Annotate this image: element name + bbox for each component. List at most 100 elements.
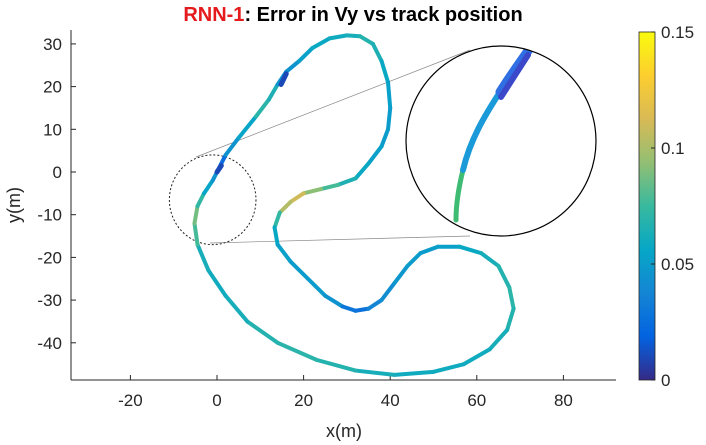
zoom-inset-background [406, 46, 596, 236]
x-tick-label: 20 [294, 391, 313, 410]
track-segment [301, 187, 323, 196]
y-tick-label: 30 [43, 35, 62, 54]
colorbar: 0 0.05 0.1 0.15 [638, 23, 694, 390]
track-segment [206, 268, 228, 298]
track-start-marker [214, 71, 289, 175]
track-segment [253, 97, 271, 119]
marker-start [214, 163, 224, 175]
track-segment [496, 263, 512, 290]
zoom-inset-trace [453, 46, 535, 223]
marker-end [278, 71, 289, 87]
x-tick-label: 80 [554, 391, 573, 410]
colorbar-gradient [638, 31, 656, 381]
track-segment [507, 285, 516, 311]
track-segment [418, 244, 440, 256]
zoom-indicator [168, 49, 471, 246]
track-segment [379, 58, 391, 85]
x-tick-label: 0 [212, 391, 221, 410]
track-segment [336, 176, 358, 187]
y-tick-label: -30 [37, 291, 62, 310]
track-segment [405, 251, 423, 268]
track-segment [353, 368, 397, 377]
track-segment [479, 251, 501, 268]
track-segment [461, 347, 492, 367]
track-segment [379, 127, 391, 149]
track-segment [284, 58, 302, 74]
track-segment [457, 244, 484, 256]
y-tick-label: -40 [37, 334, 62, 353]
track-segment [245, 319, 280, 345]
track-segment [266, 82, 280, 102]
zoom-connector-top [195, 49, 471, 158]
track-segment [353, 306, 371, 313]
axes [70, 30, 616, 381]
track-segment [314, 357, 358, 373]
zoom-inset [405, 45, 597, 237]
zoom-inset-segment-lower [453, 167, 466, 223]
chart-title-rest: : Error in Vy vs track position [244, 4, 522, 26]
track-segment [305, 276, 328, 298]
colorbar-tick-label: 0 [661, 371, 670, 390]
track-segment [386, 80, 393, 110]
track-segment [487, 327, 510, 352]
zoom-inset-marker [498, 52, 531, 100]
track-segment [223, 293, 250, 324]
track-segment [223, 135, 241, 157]
track-segment [277, 199, 293, 215]
y-axis-label: y(m) [4, 187, 24, 223]
track-segment [392, 263, 410, 286]
track-segment [288, 259, 310, 281]
track-segment [192, 221, 200, 247]
y-tick-label: 20 [43, 78, 62, 97]
track-segment [344, 33, 362, 39]
colorbar-ticks: 0 0.05 0.1 0.15 [651, 23, 694, 390]
y-tick-label: 10 [43, 120, 62, 139]
track-segment [195, 242, 211, 273]
colorbar-tick-label: 0.05 [661, 255, 694, 274]
chart-title: RNN-1: Error in Vy vs track position [183, 4, 522, 26]
track-segment [366, 298, 384, 311]
x-tick-label: 40 [381, 391, 400, 410]
y-tick-label: 0 [53, 163, 62, 182]
track-segment [275, 340, 319, 362]
track-segment [392, 369, 436, 377]
track-segment [431, 362, 466, 374]
track-segment [318, 182, 341, 192]
y-tick-label: -10 [37, 206, 62, 225]
x-tick-label: 60 [467, 391, 486, 410]
x-axis-label: x(m) [326, 421, 362, 441]
track-segment [297, 46, 315, 63]
track-segment [275, 242, 293, 264]
track-segment [353, 161, 371, 181]
track-segment [370, 41, 384, 63]
x-ticks: -20 0 20 40 60 80 [118, 375, 573, 410]
track-segment [386, 105, 393, 132]
track-segment [195, 191, 207, 209]
chart-title-prefix: RNN-1 [183, 4, 244, 26]
zoom-region-circle [168, 154, 257, 246]
track-segment [323, 293, 345, 309]
track-segment [310, 36, 332, 51]
track-segment [272, 225, 280, 247]
colorbar-tick-label: 0.1 [661, 139, 685, 158]
track-segment [505, 306, 516, 332]
colorbar-tick-label: 0.15 [661, 23, 694, 42]
track-segment [357, 34, 375, 46]
track-trace [192, 33, 516, 377]
y-tick-label: -20 [37, 248, 62, 267]
zoom-inset-border [405, 45, 597, 237]
track-segment [366, 144, 384, 166]
track-segment [192, 204, 200, 226]
zoom-connector-bottom [209, 235, 471, 244]
track-segment [340, 304, 358, 313]
track-segment [379, 281, 397, 303]
y-ticks: 30 20 10 0 -10 -20 -30 -40 [37, 35, 76, 353]
track-segment [288, 191, 306, 204]
track-segment [236, 114, 258, 140]
track-segment [327, 33, 349, 41]
x-tick-label: -20 [118, 391, 143, 410]
track-segment [202, 178, 215, 196]
track-segment [272, 210, 282, 230]
zoom-inset-segment-upper [495, 46, 535, 97]
